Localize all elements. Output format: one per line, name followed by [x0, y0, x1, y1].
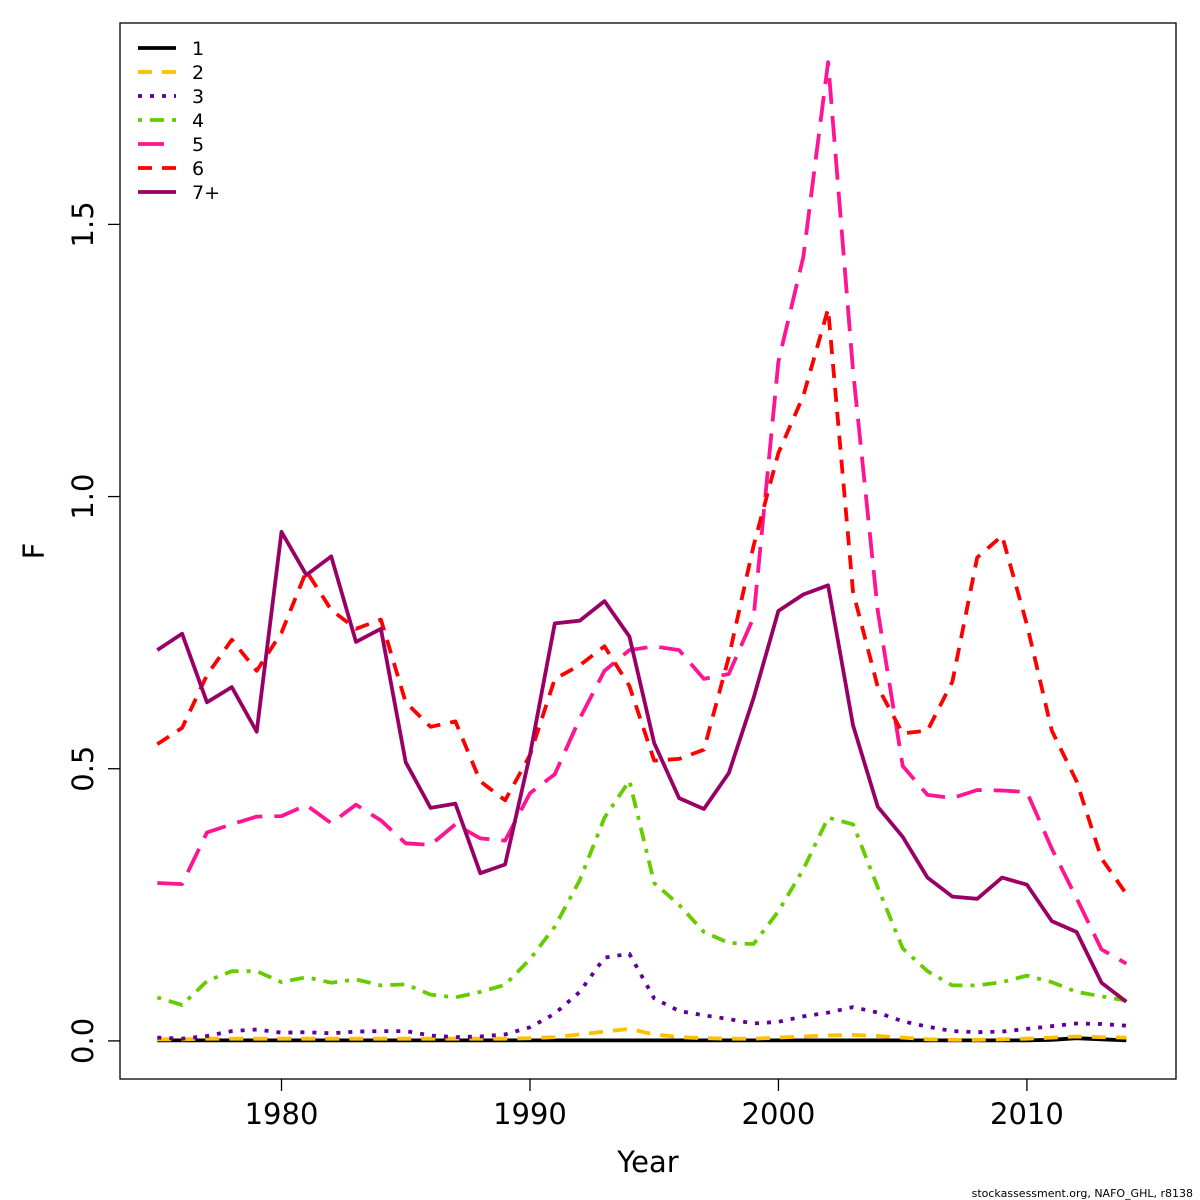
legend-label-3: 3 — [192, 86, 204, 108]
x-tick-label: 2010 — [990, 1097, 1064, 1131]
legend-label-4: 4 — [192, 110, 204, 132]
y-tick-label: 1.5 — [66, 201, 100, 247]
series-line-7 — [156, 530, 1128, 1004]
x-tick-label: 1980 — [245, 1097, 319, 1131]
series-line-1 — [157, 1036, 1127, 1043]
legend-label-2: 2 — [192, 62, 204, 84]
x-axis-title: Year — [616, 1145, 678, 1179]
plot-frame — [119, 22, 1177, 1080]
series-line-6 — [156, 306, 1128, 895]
credit-text: stockassessment.org, NAFO_GHL, r8138 — [972, 1187, 1193, 1200]
legend-label-6: 6 — [192, 158, 204, 180]
legend-label-1: 1 — [192, 38, 204, 60]
series-line-3 — [157, 951, 1127, 1041]
series-line-5 — [157, 60, 1128, 966]
x-tick-label: 2000 — [742, 1097, 816, 1131]
legend-label-7: 7+ — [192, 182, 220, 204]
y-axis: 0.0 0.5 1.0 1.5 — [66, 201, 120, 1064]
y-tick-label: 0.0 — [66, 1018, 100, 1064]
series-line-2 — [157, 1027, 1127, 1042]
legend-label-5: 5 — [192, 134, 204, 156]
series-layer — [156, 60, 1128, 1043]
x-tick-label: 1990 — [493, 1097, 567, 1131]
y-tick-label: 0.5 — [66, 746, 100, 792]
y-tick-label: 1.0 — [66, 474, 100, 520]
series-line-4 — [156, 778, 1127, 1007]
y-axis-title: F — [17, 543, 51, 560]
x-axis: 1980 1990 2000 2010 — [245, 1079, 1064, 1131]
